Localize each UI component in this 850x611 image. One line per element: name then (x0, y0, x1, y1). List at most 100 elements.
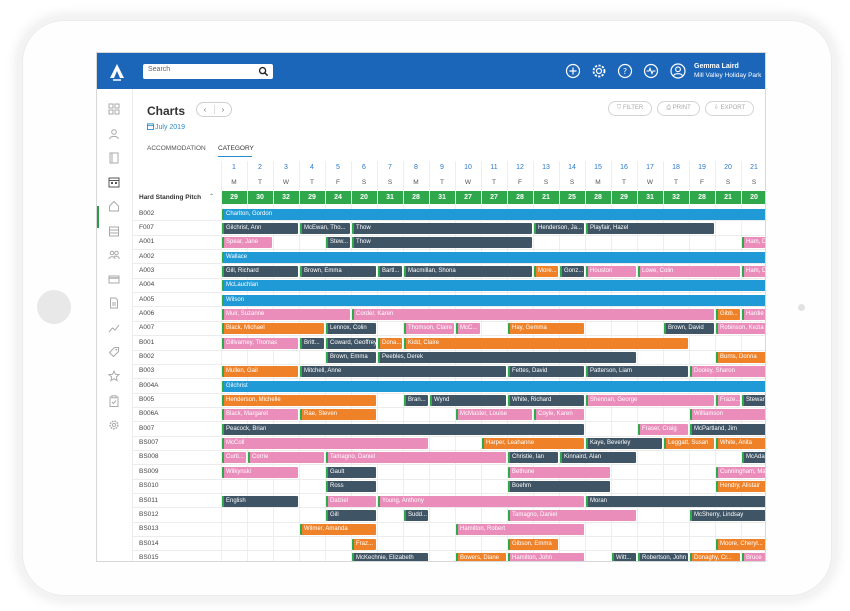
guest-icon[interactable] (108, 128, 120, 140)
booking-bar[interactable]: Bethune (508, 466, 610, 478)
booking-bar[interactable]: Fraze... (716, 395, 740, 407)
user-icon[interactable] (669, 62, 687, 80)
tab-category[interactable]: CATEGORY (218, 145, 254, 152)
day-number[interactable]: 6 (362, 164, 366, 171)
booking-bar[interactable]: Henderson, Ja... (534, 222, 584, 234)
booking-bar[interactable]: Dona... (378, 337, 402, 349)
booking-bar[interactable]: McSherry, Lindsay (690, 509, 765, 521)
day-number[interactable]: 18 (672, 164, 680, 171)
help-icon[interactable]: ? (616, 62, 634, 80)
booking-bar[interactable]: Fettes, David (508, 366, 584, 378)
next-button[interactable]: › (221, 105, 225, 114)
booking-bar[interactable]: Gilchrist (222, 380, 765, 392)
booking-bar[interactable]: Shennan, George (586, 395, 714, 407)
booking-bar[interactable]: Macmillan, Shona (404, 265, 532, 277)
booking-bar[interactable]: Wilson (222, 294, 765, 306)
booking-bar[interactable]: Hay, Gemma (508, 323, 584, 335)
booking-bar[interactable]: Gault (326, 466, 376, 478)
day-number[interactable]: 20 (724, 164, 732, 171)
booking-bar[interactable]: More... (534, 265, 558, 277)
booking-bar[interactable]: Mullen, Gail (222, 366, 298, 378)
booking-bar[interactable]: Thow (352, 222, 532, 234)
booking-bar[interactable]: Gonz... (560, 265, 584, 277)
booking-bar[interactable]: Corrie (248, 452, 324, 464)
search-input[interactable]: Search (148, 66, 171, 73)
booking-bar[interactable]: Britt... (300, 337, 324, 349)
previous-button[interactable]: ‹ (203, 105, 207, 114)
card-icon[interactable] (108, 273, 120, 285)
booking-bar[interactable]: Donaghy, Cr... (690, 552, 740, 561)
booking-bar[interactable]: Cunningham, Mar (716, 466, 765, 478)
booking-bar[interactable]: Brown, Emma (326, 352, 376, 363)
booking-bar[interactable]: Robertson, John (638, 552, 688, 561)
booking-bar[interactable]: Kinnaird, Alan (560, 452, 636, 464)
booking-bar[interactable]: Lennox, Colin (326, 323, 376, 335)
document-icon[interactable] (108, 297, 120, 309)
booking-bar[interactable]: Witt... (612, 552, 636, 561)
booking-bar[interactable]: Thow (352, 237, 532, 249)
booking-bar[interactable]: Coward, Geoffrey (326, 337, 376, 349)
booking-bar[interactable]: Wallace (222, 251, 765, 263)
booking-bar[interactable]: Dalziel (326, 495, 376, 507)
booking-bar[interactable]: Bruce (742, 552, 765, 561)
booking-bar[interactable]: Gill, Richard (222, 265, 298, 277)
booking-bar[interactable]: Corder, Karen (352, 308, 714, 320)
calendar-grid-icon[interactable] (108, 225, 120, 237)
booking-bar[interactable]: Bowers, Diane (456, 552, 506, 561)
home-button[interactable] (37, 290, 71, 324)
booking-bar[interactable]: Stew... (326, 237, 350, 249)
booking-bar[interactable]: Tamagno, Daniel (508, 509, 636, 521)
booking-bar[interactable]: Spear, Jane (222, 237, 272, 249)
booking-bar[interactable]: Stewart (742, 395, 765, 407)
day-number[interactable]: 17 (646, 164, 654, 171)
booking-bar[interactable]: Kaye, Beverley (586, 438, 662, 450)
booking-bar[interactable]: Young, Anthony (378, 495, 584, 507)
booking-bar[interactable]: Moore, Cheryl... (716, 538, 765, 550)
booking-bar[interactable]: Brown, David (664, 323, 714, 335)
booking-bar[interactable]: Ross (326, 481, 376, 493)
settings-icon[interactable] (108, 419, 120, 431)
booking-bar[interactable]: Hamilton, Robert (456, 524, 584, 536)
day-number[interactable]: 15 (594, 164, 602, 171)
day-number[interactable]: 3 (284, 164, 288, 171)
search-icon[interactable] (258, 66, 269, 77)
booking-bar[interactable]: Burns, Donna (716, 352, 765, 363)
dashboard-icon[interactable] (108, 103, 120, 115)
booking-bar[interactable]: Ham, D (742, 265, 765, 277)
booking-bar[interactable]: Thomson, Claire (404, 323, 454, 335)
booking-bar[interactable]: Gill (326, 509, 376, 521)
search-box[interactable]: Search (143, 64, 273, 79)
tag-icon[interactable] (108, 346, 120, 358)
calendar-icon[interactable] (108, 176, 120, 188)
booking-bar[interactable]: McC... (456, 323, 480, 335)
trend-icon[interactable] (108, 322, 120, 334)
day-number[interactable]: 21 (750, 164, 758, 171)
booking-bar[interactable]: White, Richard (508, 395, 584, 407)
booking-bar[interactable]: Tamagno, Daniel (326, 452, 506, 464)
day-number[interactable]: 8 (414, 164, 418, 171)
booking-bar[interactable]: Peebles, Derek (378, 352, 636, 363)
booking-bar[interactable]: Wilkynski (222, 466, 298, 478)
day-number[interactable]: 5 (336, 164, 340, 171)
booking-bar[interactable]: Harper, Leahanne (482, 438, 584, 450)
booking-bar[interactable]: Charlton, Gordon (222, 208, 765, 220)
day-number[interactable]: 2 (258, 164, 262, 171)
activity-icon[interactable] (642, 62, 660, 80)
booking-bar[interactable]: McLauchlan (222, 280, 765, 292)
day-number[interactable]: 9 (440, 164, 444, 171)
booking-bar[interactable]: Henderson, Michelle (222, 395, 376, 407)
booking-bar[interactable]: Black, Michael (222, 323, 324, 335)
booking-bar[interactable]: Playfair, Hazel (586, 222, 714, 234)
booking-bar[interactable]: Mitchell, Anne (300, 366, 506, 378)
booking-bar[interactable]: Boehm (508, 481, 610, 493)
booking-bar[interactable]: Gillvarney, Thomas (222, 337, 298, 349)
book-icon[interactable] (108, 152, 120, 164)
booking-bar[interactable]: Houston (586, 265, 636, 277)
booking-bar[interactable]: Hendry, Alistair (716, 481, 765, 493)
booking-bar[interactable]: Coyle, Karen (534, 409, 584, 421)
day-number[interactable]: 11 (490, 164, 498, 171)
booking-bar[interactable]: White, Anita (716, 438, 765, 450)
booking-bar[interactable]: Fraser, Craig (638, 423, 688, 435)
day-number[interactable]: 13 (542, 164, 550, 171)
booking-bar[interactable]: Moran (586, 495, 765, 507)
